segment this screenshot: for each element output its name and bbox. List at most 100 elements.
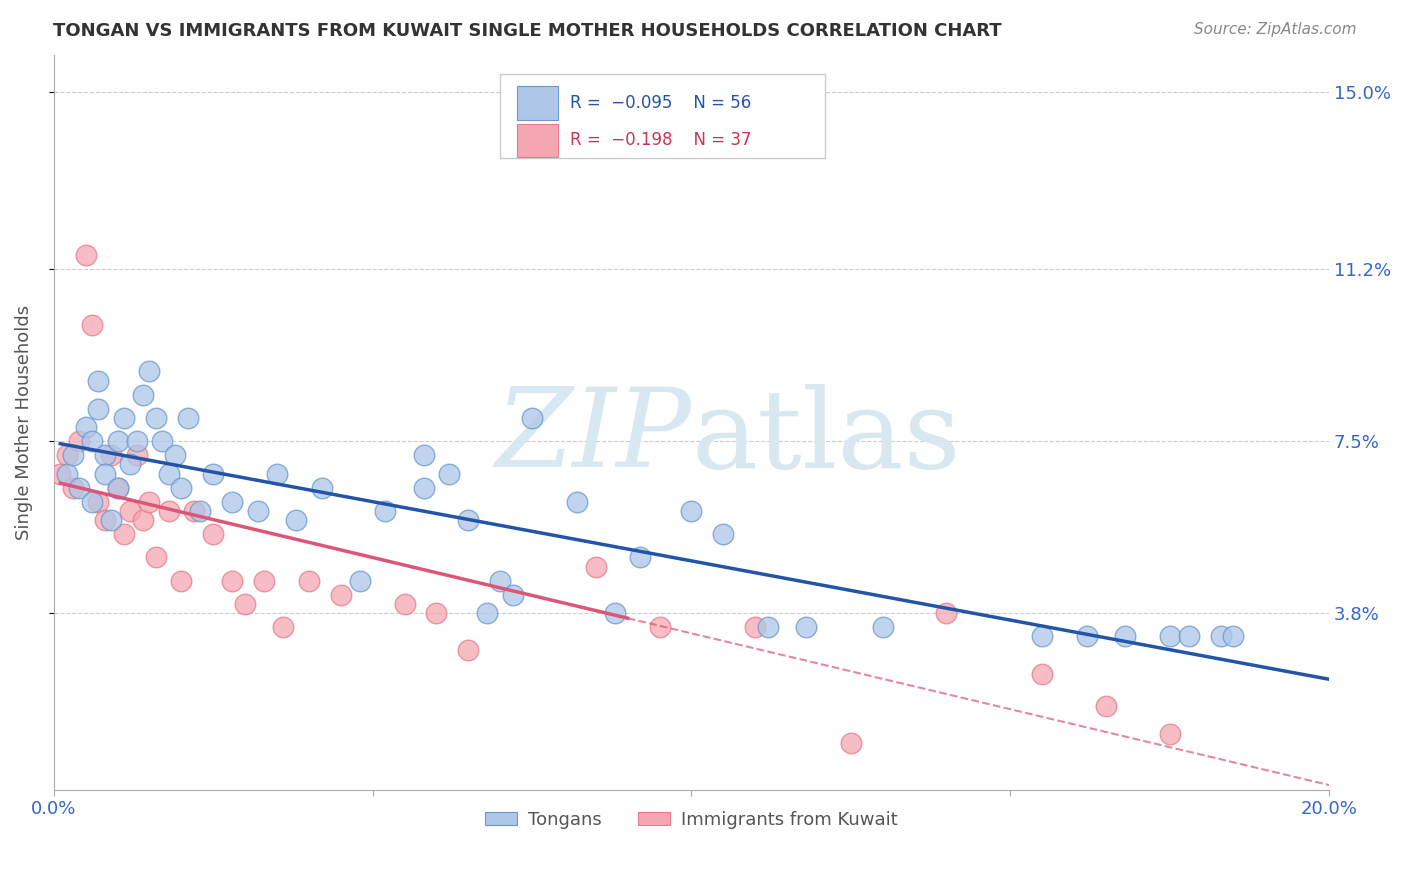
Point <box>1076 630 1098 644</box>
Point <box>628 550 651 565</box>
Point <box>67 434 90 449</box>
Point <box>112 527 135 541</box>
Point <box>520 410 543 425</box>
Point <box>1177 630 1199 644</box>
Point <box>112 410 135 425</box>
Point <box>177 410 200 425</box>
Point <box>253 574 276 588</box>
Point <box>648 620 671 634</box>
Point <box>744 620 766 634</box>
Point <box>157 504 180 518</box>
Text: R =  −0.095    N = 56: R = −0.095 N = 56 <box>571 94 752 112</box>
Point <box>107 481 129 495</box>
Point <box>80 318 103 332</box>
Text: atlas: atlas <box>692 384 962 491</box>
Point <box>75 420 97 434</box>
Point <box>49 467 72 481</box>
Point <box>266 467 288 481</box>
Point <box>80 434 103 449</box>
Point <box>1209 630 1232 644</box>
Point <box>273 620 295 634</box>
Point <box>94 467 117 481</box>
Point <box>412 448 434 462</box>
Point <box>502 588 524 602</box>
Y-axis label: Single Mother Households: Single Mother Households <box>15 305 32 540</box>
Point <box>150 434 173 449</box>
Point <box>839 736 862 750</box>
Point <box>477 606 499 620</box>
Point <box>120 504 142 518</box>
Point <box>329 588 352 602</box>
Point <box>67 481 90 495</box>
Point <box>62 448 84 462</box>
Point <box>457 513 479 527</box>
Point <box>457 643 479 657</box>
Point <box>170 574 193 588</box>
Point <box>107 481 129 495</box>
Point <box>298 574 321 588</box>
Point <box>132 387 155 401</box>
Legend: Tongans, Immigrants from Kuwait: Tongans, Immigrants from Kuwait <box>478 804 905 836</box>
Point <box>94 448 117 462</box>
Point <box>1159 727 1181 741</box>
Point <box>585 559 607 574</box>
Point <box>221 494 243 508</box>
Point <box>603 606 626 620</box>
Point <box>125 448 148 462</box>
Point <box>1114 630 1136 644</box>
Point <box>107 434 129 449</box>
Point <box>163 448 186 462</box>
Point <box>1222 630 1244 644</box>
Point <box>55 448 77 462</box>
Point <box>120 458 142 472</box>
Point <box>75 248 97 262</box>
Point <box>1031 666 1053 681</box>
Point <box>756 620 779 634</box>
Point <box>794 620 817 634</box>
Point <box>872 620 894 634</box>
Point <box>94 513 117 527</box>
Text: Source: ZipAtlas.com: Source: ZipAtlas.com <box>1194 22 1357 37</box>
Point <box>565 494 588 508</box>
Point <box>489 574 512 588</box>
Point <box>145 550 167 565</box>
Point <box>62 481 84 495</box>
Point <box>711 527 734 541</box>
Point <box>170 481 193 495</box>
Point <box>138 494 160 508</box>
Point <box>190 504 212 518</box>
Point <box>157 467 180 481</box>
FancyBboxPatch shape <box>517 124 558 157</box>
Point <box>681 504 703 518</box>
Point <box>87 374 110 388</box>
Point <box>80 494 103 508</box>
Point <box>394 597 416 611</box>
Point <box>374 504 396 518</box>
Point <box>1159 630 1181 644</box>
Point <box>1031 630 1053 644</box>
Text: R =  −0.198    N = 37: R = −0.198 N = 37 <box>571 131 752 150</box>
FancyBboxPatch shape <box>501 73 825 158</box>
Point <box>55 467 77 481</box>
Point <box>412 481 434 495</box>
Point <box>202 467 225 481</box>
Text: ZIP: ZIP <box>495 384 692 491</box>
Point <box>202 527 225 541</box>
Point <box>437 467 460 481</box>
Point <box>311 481 333 495</box>
FancyBboxPatch shape <box>517 86 558 120</box>
Point <box>125 434 148 449</box>
Text: TONGAN VS IMMIGRANTS FROM KUWAIT SINGLE MOTHER HOUSEHOLDS CORRELATION CHART: TONGAN VS IMMIGRANTS FROM KUWAIT SINGLE … <box>53 22 1002 40</box>
Point <box>87 494 110 508</box>
Point <box>246 504 269 518</box>
Point <box>233 597 256 611</box>
Point <box>138 364 160 378</box>
Point <box>935 606 957 620</box>
Point <box>183 504 205 518</box>
Point <box>1095 699 1118 714</box>
Point <box>87 401 110 416</box>
Point <box>145 410 167 425</box>
Point <box>132 513 155 527</box>
Point <box>100 513 122 527</box>
Point <box>100 448 122 462</box>
